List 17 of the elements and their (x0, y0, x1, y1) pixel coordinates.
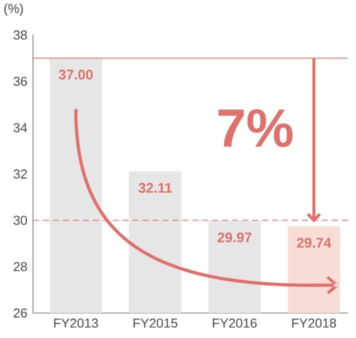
y-tick-label: 26 (14, 308, 27, 318)
y-tick-label: 36 (14, 76, 27, 86)
y-tick-label: 30 (14, 216, 27, 225)
data-label: 29.97 (218, 232, 252, 242)
data-label: 32.11 (138, 182, 172, 193)
x-tick-label: FY2013 (54, 318, 98, 328)
y-tick-label: 38 (14, 30, 27, 40)
annotation: 7% (218, 109, 293, 148)
data-label: 37.00 (58, 70, 93, 80)
x-tick-label: FY2015 (134, 318, 178, 328)
data-label: 29.74 (296, 238, 332, 248)
x-tick-label: FY2018 (292, 318, 336, 328)
y-tick-label: 34 (14, 123, 28, 132)
x-tick-label: FY2016 (212, 318, 257, 328)
y-tick-label: 32 (14, 169, 27, 179)
y-axis-title: (%) (4, 4, 23, 16)
y-tick-label: 28 (14, 262, 27, 272)
